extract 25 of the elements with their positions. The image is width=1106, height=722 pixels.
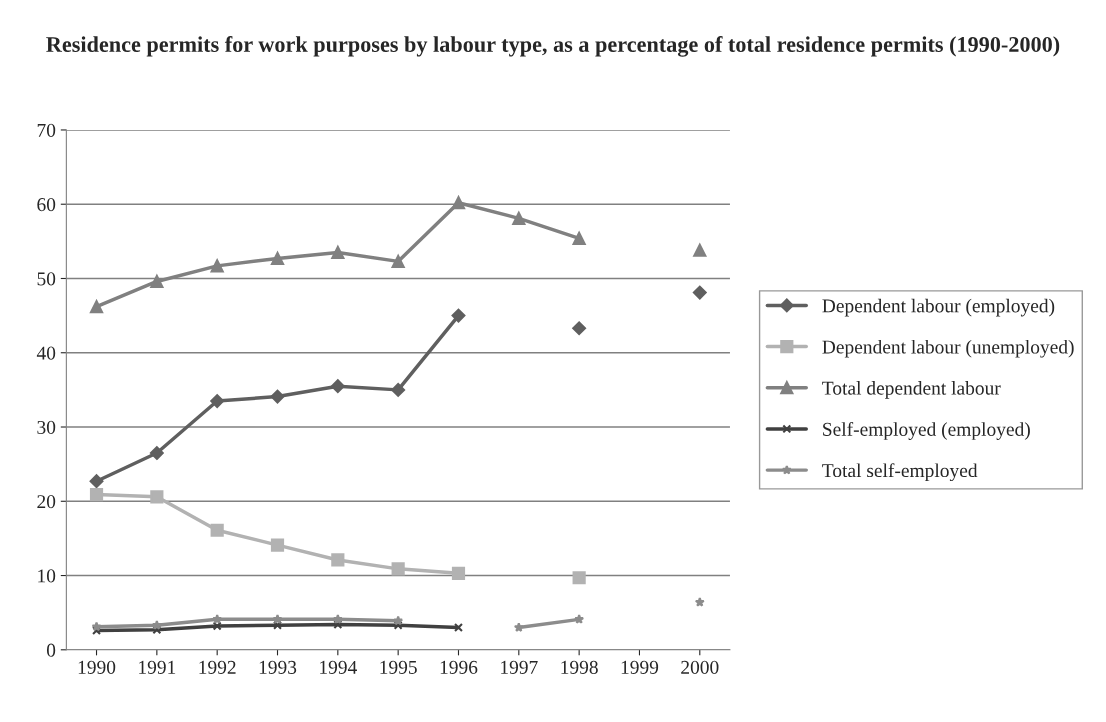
x-tick-label: 1995 — [380, 660, 417, 674]
x-tick-label: 1993 — [259, 660, 297, 674]
legend-label: Total dependent labour — [822, 381, 1001, 399]
y-tick-label: 70 — [37, 123, 56, 137]
y-tick-label: 20 — [37, 495, 56, 509]
x-tick-label: 1991 — [139, 660, 176, 674]
x-tick-label: 1996 — [440, 660, 478, 674]
legend-label: Dependent labour (employed) — [822, 298, 1055, 317]
x-tick-label: 1999 — [621, 660, 659, 674]
y-tick-label: 30 — [37, 420, 56, 434]
y-tick-label: 40 — [36, 346, 56, 360]
legend-label: Self-employed (employed) — [823, 422, 1030, 440]
x-tick-label: 1998 — [561, 660, 598, 674]
x-tick-label: 1992 — [199, 660, 236, 674]
y-tick-label: 10 — [38, 569, 56, 583]
x-tick-label: 1997 — [501, 660, 538, 674]
x-tick-label: 2000 — [681, 660, 719, 674]
x-tick-label: 1990 — [78, 660, 116, 674]
y-tick-label: 60 — [37, 198, 56, 212]
x-tick-label: 1994 — [320, 660, 357, 674]
chart-title: Residence permits for work purposes by labour type, as a percentage of total residence permits (1990-2000) — [46, 36, 1060, 57]
y-tick-label: 0 — [46, 643, 56, 657]
legend-label: Dependent labour (unemployed) — [822, 339, 1074, 358]
y-tick-label: 50 — [37, 272, 56, 286]
legend-label: Total self-employed — [822, 463, 978, 482]
